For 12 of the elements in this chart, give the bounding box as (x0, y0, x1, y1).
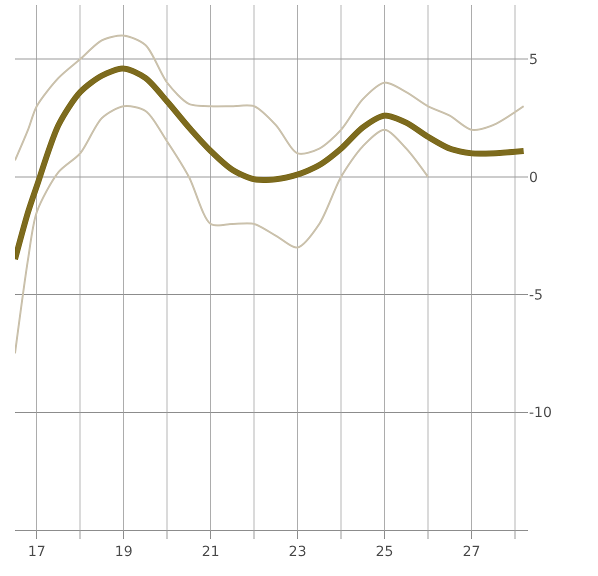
x-tick-label: 23 (288, 544, 306, 560)
x-tick-label: 17 (28, 544, 46, 560)
x-tick-label: 25 (376, 544, 394, 560)
line-series (15, 105, 430, 354)
x-tick-label: 19 (114, 544, 133, 560)
y-tick-label: 5 (529, 52, 538, 68)
y-tick-label: -5 (529, 287, 543, 304)
x-tick-label: 21 (202, 544, 220, 560)
line-series (15, 34, 525, 162)
y-tick-label: 0 (529, 170, 538, 186)
x-tick-label: 27 (462, 544, 480, 560)
y-tick-label: -10 (529, 405, 552, 422)
